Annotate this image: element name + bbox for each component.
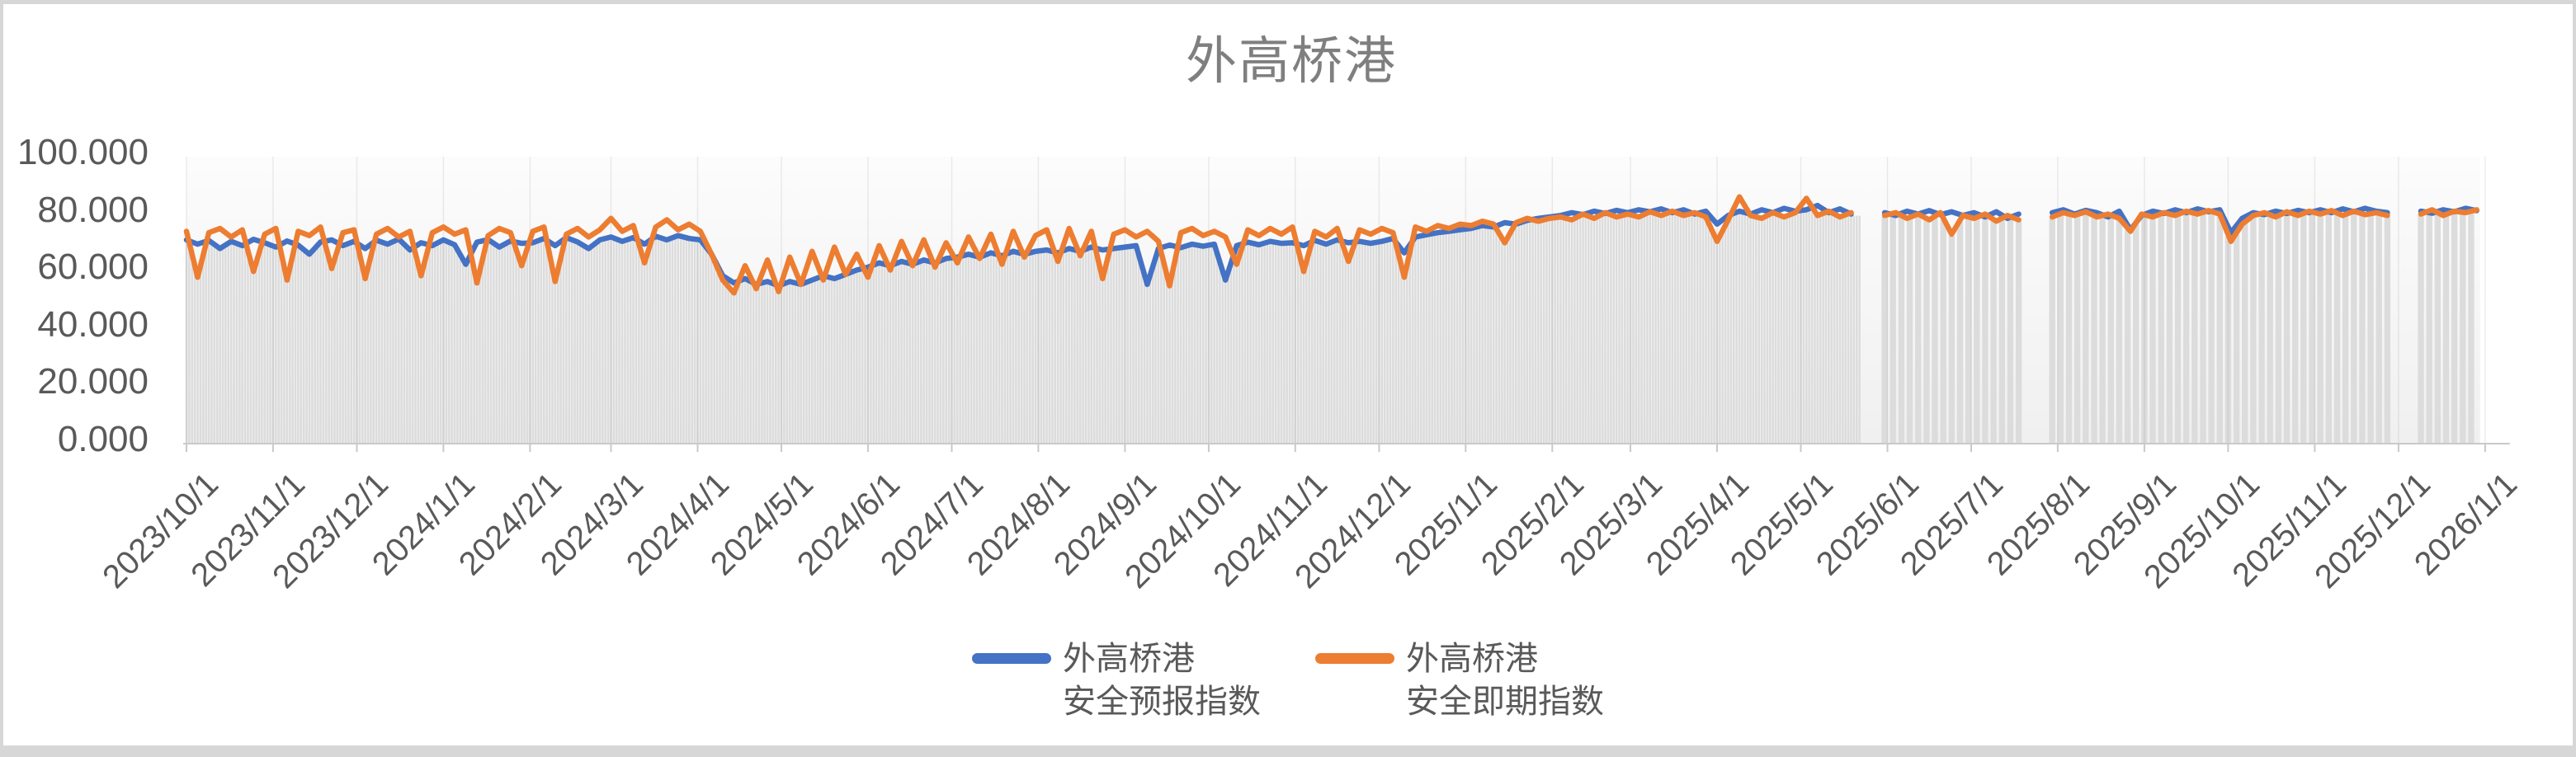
legend-item-spot: 外高桥港 安全即期指数 — [1315, 637, 1604, 723]
legend-spot-line-swatch-icon — [1315, 653, 1394, 664]
legend-label: 外高桥港 安全预报指数 — [1063, 641, 1261, 720]
legend-item-forecast: 外高桥港 安全预报指数 — [972, 637, 1261, 723]
y-axis-tick-label: 100.000 — [17, 132, 149, 172]
y-axis-tick-label: 20.000 — [37, 361, 149, 402]
legend-label: 外高桥港 安全即期指数 — [1406, 641, 1604, 720]
y-axis-tick-label: 80.000 — [37, 189, 149, 230]
x-axis-line — [183, 443, 2510, 452]
chart-legend: 外高桥港 安全预报指数 外高桥港 安全即期指数 — [972, 637, 1604, 723]
y-axis-tick-label: 60.000 — [37, 247, 149, 288]
plot-svg — [183, 157, 2510, 452]
series-line-spot — [183, 194, 2479, 296]
legend-forecast-line-swatch-icon — [972, 653, 1051, 664]
y-axis-tick-label: 0.000 — [57, 419, 149, 459]
y-axis-tick-label: 40.000 — [37, 303, 149, 345]
excel-chart-object[interactable]: 外高桥港 0.000 20.000 40.000 60.000 80.000 100.00… — [3, 4, 2573, 745]
chart-title: 外高桥港 — [1185, 33, 1397, 90]
background-bars — [185, 209, 2475, 444]
